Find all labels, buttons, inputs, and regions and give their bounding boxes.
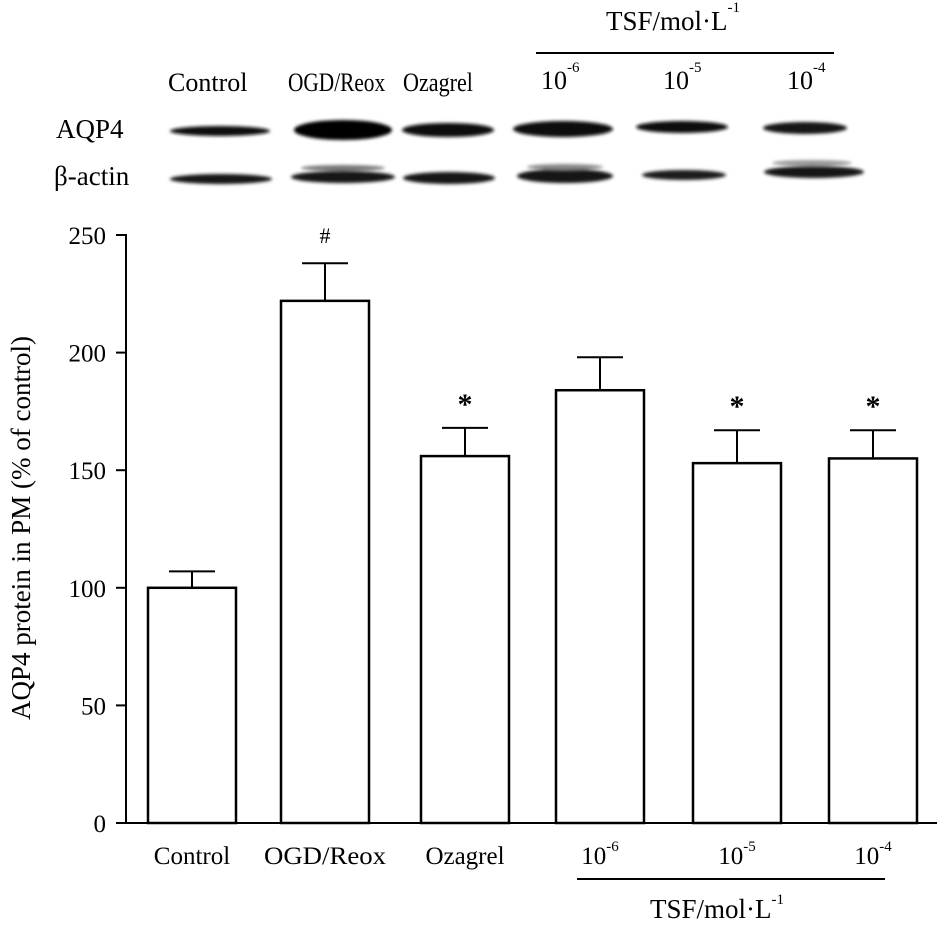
aqp4-band-1e-5 xyxy=(636,121,728,133)
actin-band-1e-4 xyxy=(764,166,864,178)
bars: # * * * xyxy=(146,223,919,825)
actin-faint-band-2 xyxy=(301,165,385,171)
y-tick-label: 150 xyxy=(69,458,107,485)
y-tick-label: 50 xyxy=(81,693,106,720)
actin-band-control xyxy=(170,174,272,184)
x-tick-label-0: Control xyxy=(154,843,230,870)
lane-label-ozagrel: Ozagrel xyxy=(403,68,473,97)
lane-label-1e-5: 10-5 xyxy=(663,60,702,95)
bar-0 xyxy=(146,586,238,825)
actin-band-1e-5 xyxy=(642,170,726,180)
significance-marker-1: # xyxy=(320,223,331,248)
x-tick-label-3: 10-6 xyxy=(581,839,619,870)
tsf-group-label-bottom: TSF/mol·L-1 xyxy=(650,892,784,924)
bar-5 xyxy=(827,457,919,825)
y-ticks: 0 50 100 150 200 250 xyxy=(69,223,126,838)
y-tick-label: 200 xyxy=(69,341,107,368)
actin-band-1e-6 xyxy=(517,169,613,183)
significance-marker-4: * xyxy=(730,390,745,423)
row-label-beta-actin: β-actin xyxy=(54,161,130,191)
tsf-group-underline-top xyxy=(536,52,834,54)
actin-faint-band-4 xyxy=(527,164,603,170)
significance-marker-5: * xyxy=(866,390,881,423)
x-tick-label-1: OGD/Reox xyxy=(264,843,387,870)
lane-label-ogd-reox: OGD/Reox xyxy=(288,68,386,97)
aqp4-band-ozagrel xyxy=(402,123,494,137)
aqp4-band-1e-6 xyxy=(513,121,613,137)
bar-4 xyxy=(691,461,783,825)
aqp4-band-1e-4 xyxy=(763,122,847,134)
bar-1 xyxy=(279,299,371,825)
bar-3 xyxy=(554,388,646,825)
x-tick-label-5: 10-4 xyxy=(854,839,892,870)
y-tick-label: 250 xyxy=(69,223,107,250)
lane-label-1e-4: 10-4 xyxy=(787,60,826,95)
aqp4-band-control xyxy=(170,126,270,136)
chart-axes xyxy=(125,234,937,824)
row-label-aqp4: AQP4 xyxy=(56,114,124,144)
actin-band-ogd-reox xyxy=(291,171,395,183)
significance-marker-2: * xyxy=(458,388,473,421)
bar-2 xyxy=(419,454,511,825)
y-axis-title: AQP4 protein in PM (% of control) xyxy=(6,336,36,720)
blot-bands xyxy=(170,120,864,184)
tsf-group-header-top: TSF/mol·L-1 xyxy=(606,0,741,36)
actin-band-ozagrel xyxy=(403,172,495,184)
x-tick-label-4: 10-5 xyxy=(718,839,756,870)
lane-label-control: Control xyxy=(168,68,248,97)
y-tick-label: 100 xyxy=(69,576,107,603)
aqp4-band-ogd-reox xyxy=(294,120,392,140)
x-labels: Control OGD/Reox Ozagrel 10-6 10-5 10-4 xyxy=(154,839,892,870)
x-tick-label-2: Ozagrel xyxy=(425,843,504,870)
y-tick-label: 0 xyxy=(94,811,107,838)
lane-label-1e-6: 10-6 xyxy=(541,60,580,95)
actin-faint-band-6 xyxy=(772,160,852,166)
